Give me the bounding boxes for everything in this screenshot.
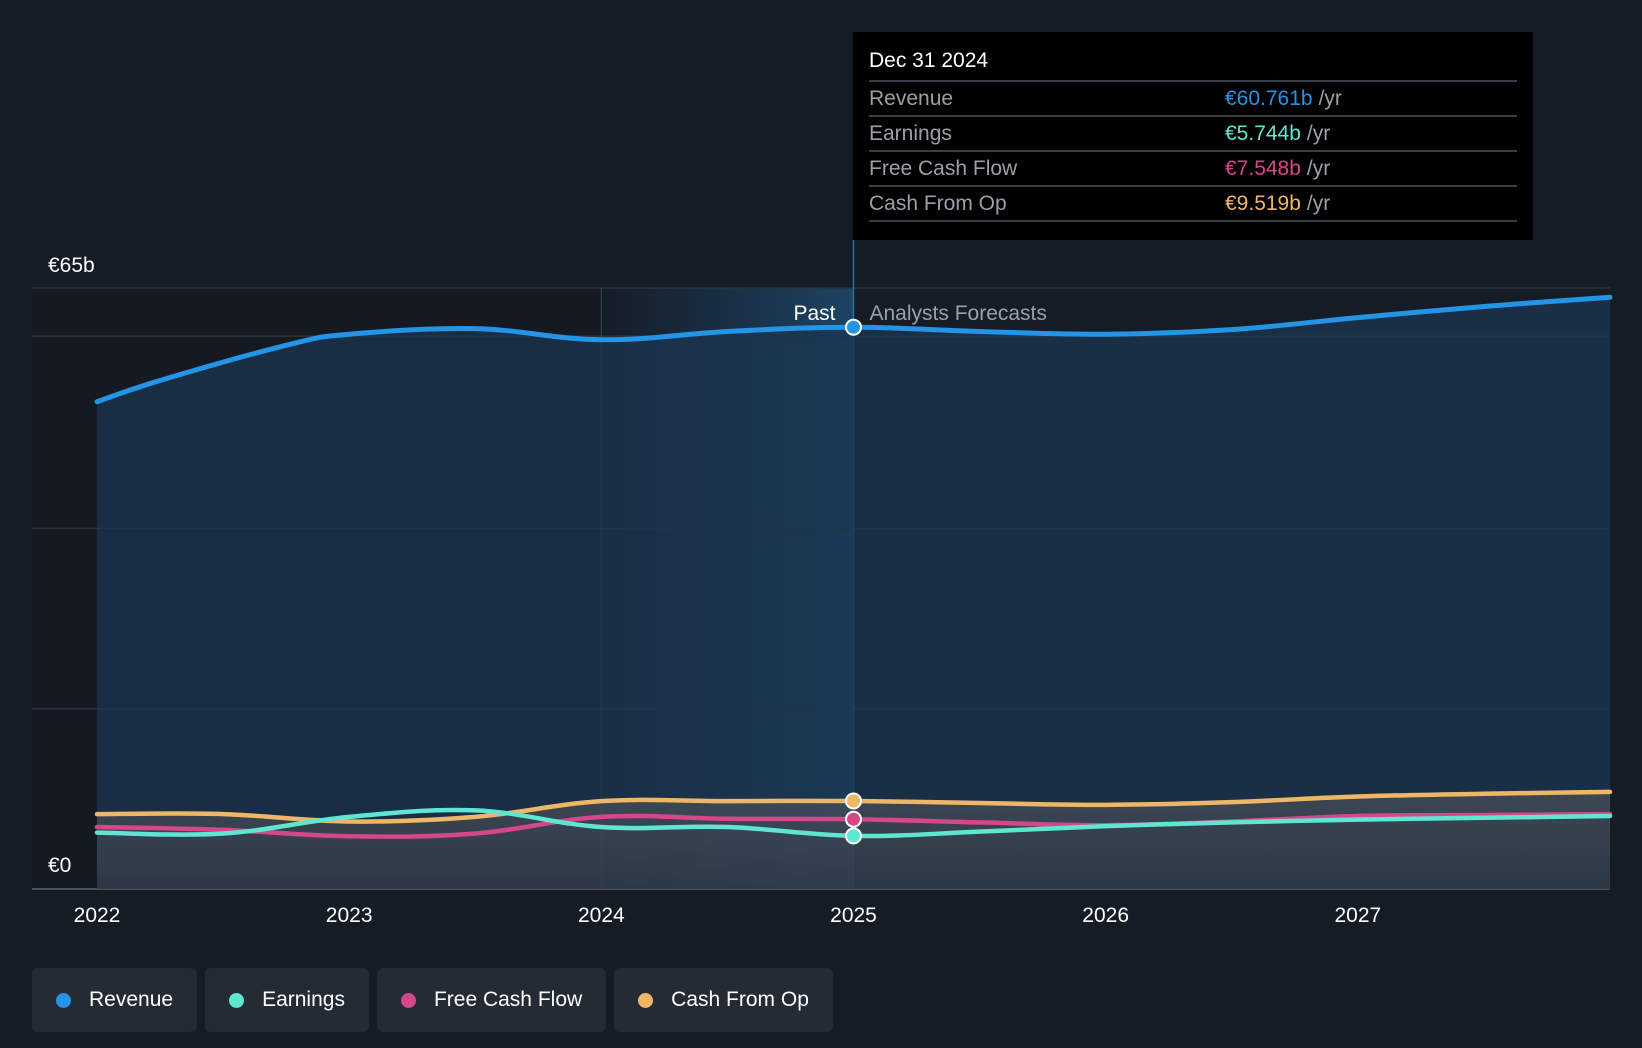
legend-item-earnings[interactable]: Earnings bbox=[205, 968, 369, 1032]
tooltip-panel: Dec 31 2024 Revenue €60.761b /yr Earning… bbox=[853, 32, 1533, 240]
tooltip-row-cash-from-op: Cash From Op €9.519b /yr bbox=[869, 187, 1517, 222]
legend-label: Earnings bbox=[262, 988, 345, 1011]
legend-label: Free Cash Flow bbox=[433, 988, 583, 1011]
legend-item-free-cash-flow[interactable]: Free Cash Flow bbox=[376, 968, 607, 1032]
marker-cash-from-op bbox=[845, 792, 862, 810]
tooltip-unit: /yr bbox=[1306, 157, 1331, 180]
tooltip-row-free-cash-flow: Free Cash Flow €7.548b /yr bbox=[869, 152, 1517, 187]
marker-earnings bbox=[845, 827, 862, 845]
x-tick-label: 2026 bbox=[1082, 904, 1129, 927]
legend-dot-icon bbox=[229, 992, 245, 1008]
tooltip-value: €60.761b bbox=[1225, 87, 1313, 110]
marker-free-cash-flow bbox=[845, 810, 862, 828]
legend: Revenue Earnings Free Cash Flow Cash Fro… bbox=[32, 968, 833, 1032]
revenue-area bbox=[97, 297, 1610, 889]
tooltip-row-earnings: Earnings €5.744b /yr bbox=[869, 117, 1517, 152]
legend-dot-icon bbox=[638, 992, 654, 1008]
tooltip-label: Cash From Op bbox=[869, 192, 1007, 215]
tooltip-unit: /yr bbox=[1318, 87, 1342, 110]
tooltip-label: Free Cash Flow bbox=[869, 157, 1018, 180]
tooltip-unit: /yr bbox=[1306, 122, 1331, 145]
x-tick-label: 2024 bbox=[578, 904, 625, 927]
tooltip-value: €9.519b bbox=[1225, 192, 1301, 215]
x-tick-label: 2025 bbox=[830, 904, 877, 927]
legend-label: Cash From Op bbox=[671, 988, 809, 1011]
x-tick-label: 2027 bbox=[1334, 904, 1381, 927]
forecast-label: Analysts Forecasts bbox=[870, 302, 1047, 325]
legend-label: Revenue bbox=[89, 988, 174, 1011]
tooltip-value: €5.744b bbox=[1225, 122, 1301, 145]
marker-revenue bbox=[845, 318, 862, 336]
legend-item-revenue[interactable]: Revenue bbox=[32, 968, 198, 1032]
tooltip-row-revenue: Revenue €60.761b /yr bbox=[869, 82, 1517, 117]
y-axis-bottom-label: €0 bbox=[48, 854, 71, 877]
tooltip-unit: /yr bbox=[1306, 192, 1331, 215]
x-tick-label: 2023 bbox=[326, 904, 373, 927]
tooltip-label: Earnings bbox=[869, 122, 952, 145]
tooltip-label: Revenue bbox=[869, 87, 954, 110]
y-axis-top-label: €65b bbox=[48, 254, 95, 277]
series-line-revenue bbox=[94, 294, 1613, 405]
tooltip-date: Dec 31 2024 bbox=[869, 46, 1517, 82]
legend-dot-icon bbox=[400, 992, 416, 1008]
tooltip-value: €7.548b bbox=[1225, 157, 1301, 180]
legend-dot-icon bbox=[56, 992, 71, 1008]
x-tick-label: 2022 bbox=[74, 904, 121, 927]
legend-item-cash-from-op[interactable]: Cash From Op bbox=[614, 968, 833, 1032]
past-label: Past bbox=[793, 302, 835, 325]
